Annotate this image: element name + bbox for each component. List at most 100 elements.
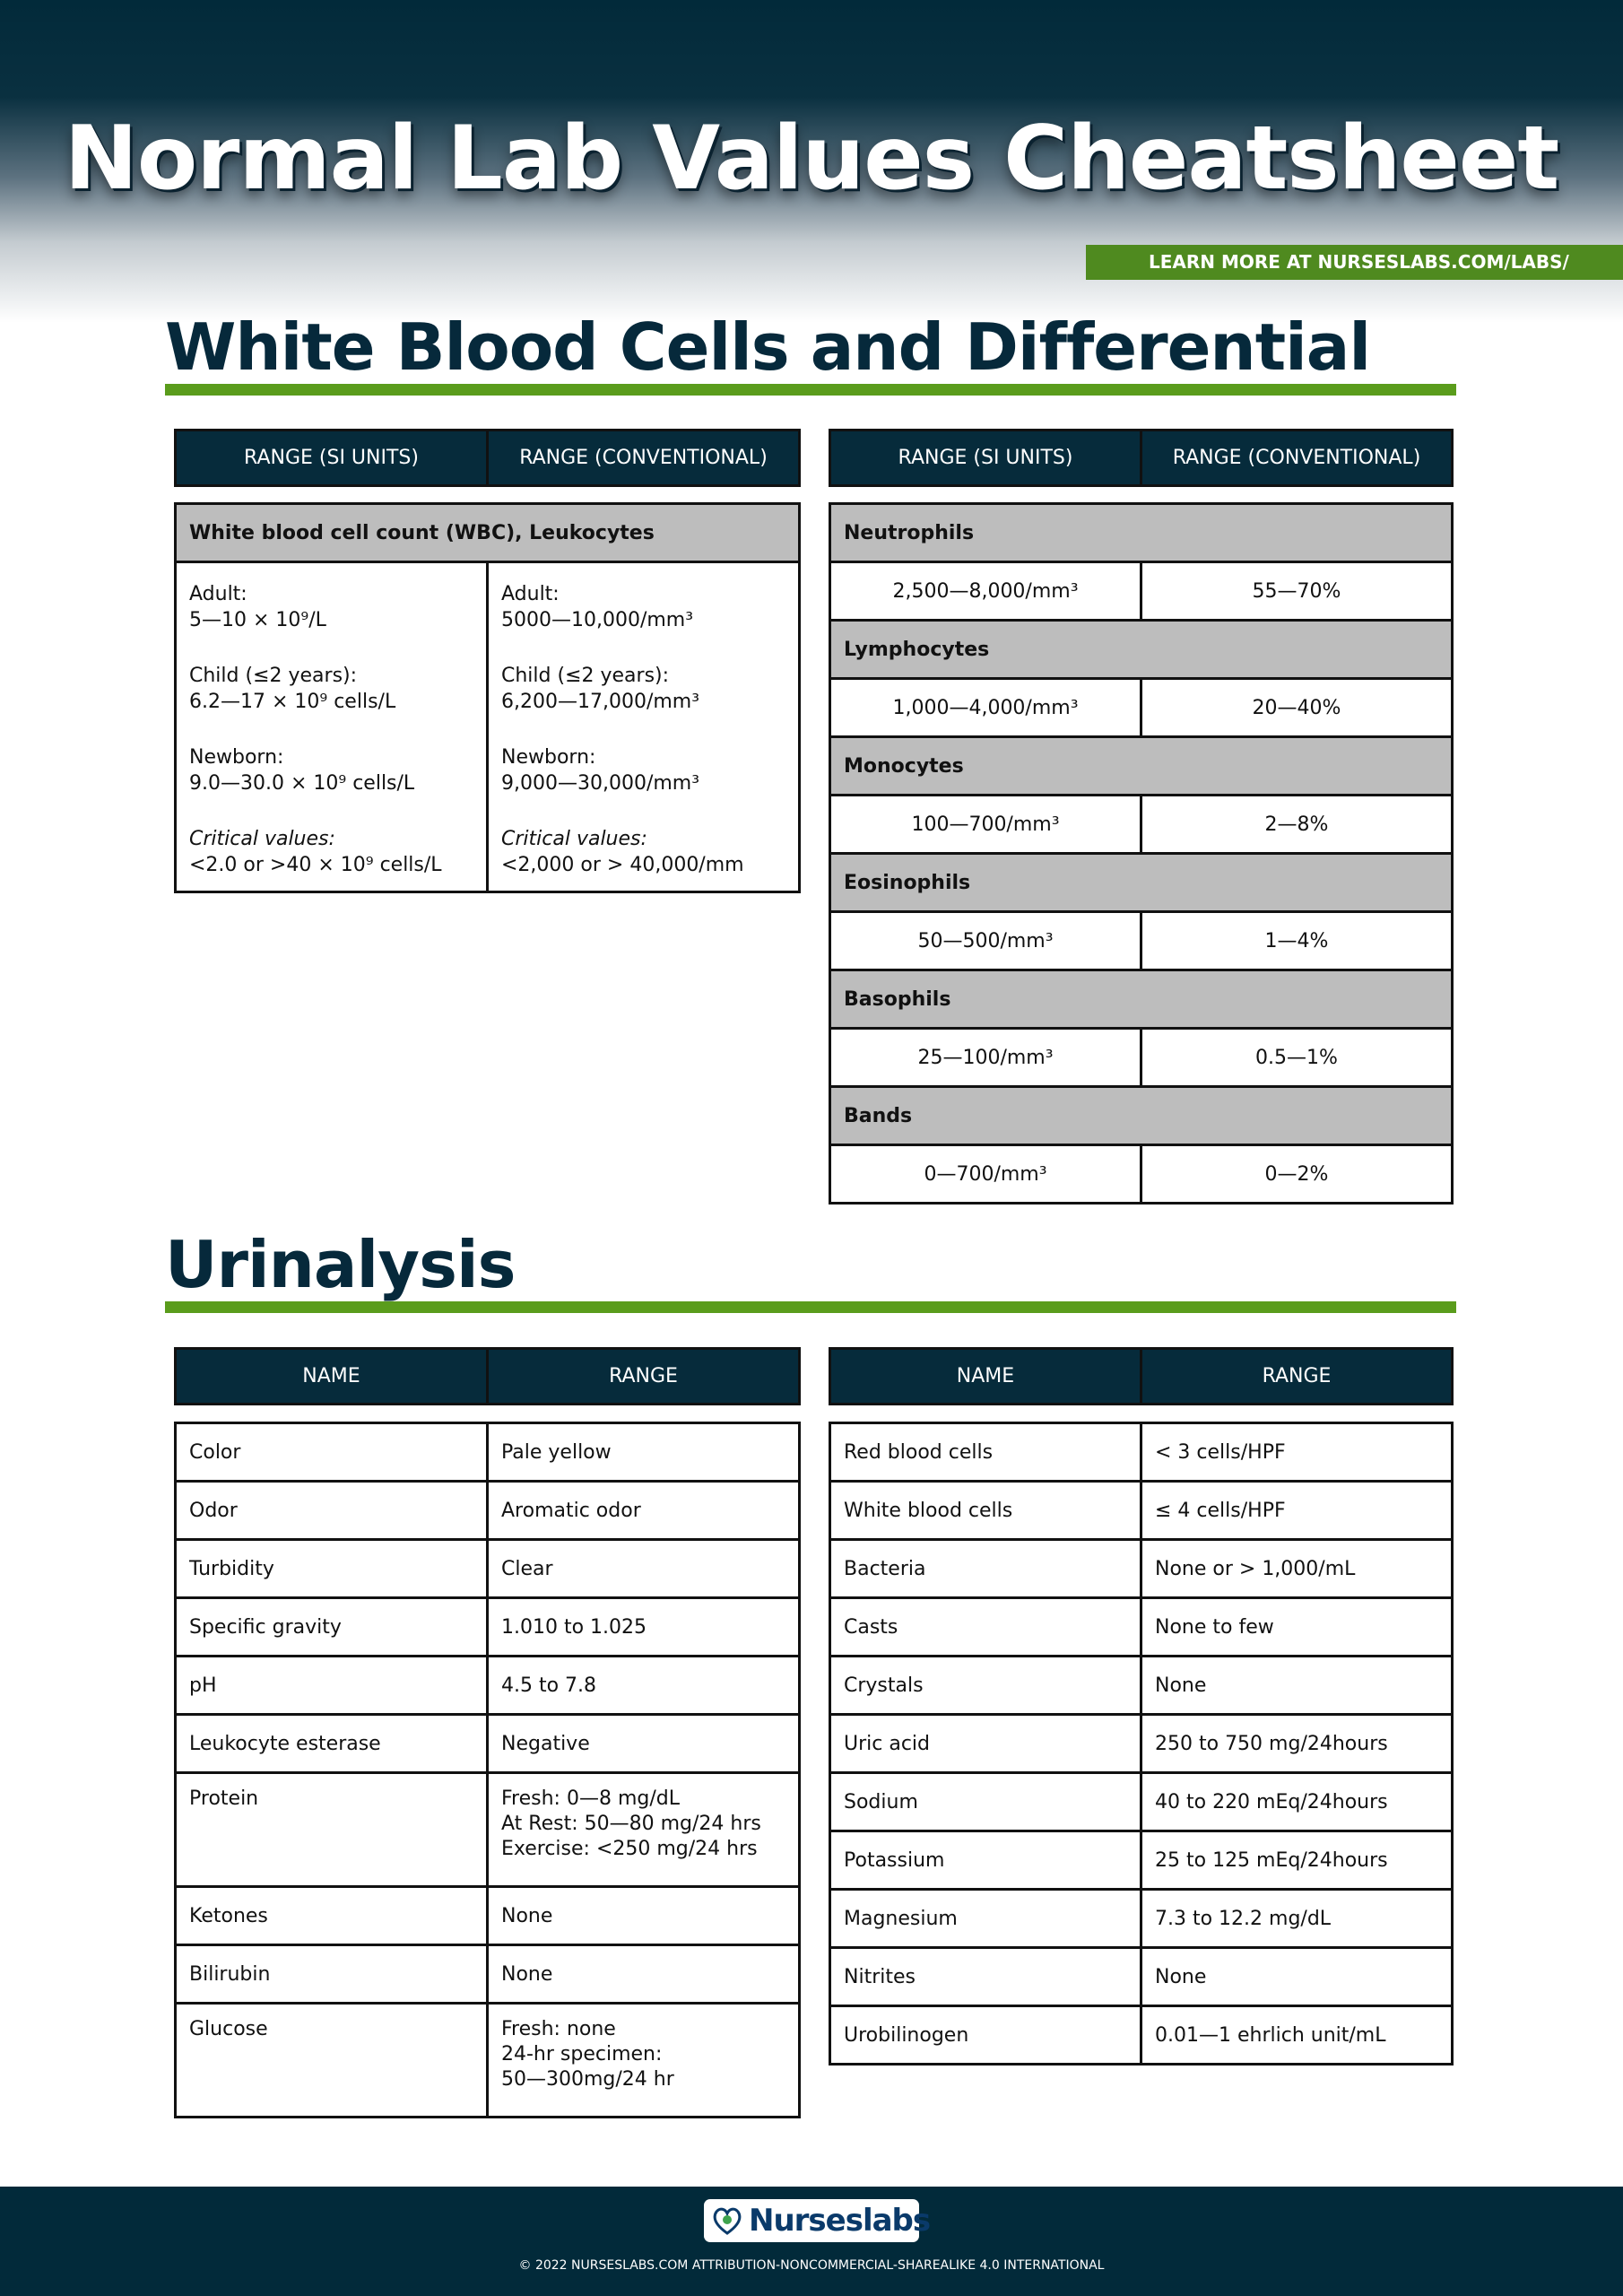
table-row: Specific gravity 1.010 to 1.025 xyxy=(177,1599,798,1657)
entry-label: Critical values: xyxy=(501,828,647,850)
range-cell: None xyxy=(486,1946,798,2002)
group-row: Neutrophils xyxy=(831,505,1451,563)
table-row: White blood cells ≤ 4 cells/HPF xyxy=(831,1483,1451,1541)
differential-table-header: RANGE (SI UNITS) RANGE (CONVENTIONAL) xyxy=(829,429,1454,487)
table-row: Potassium 25 to 125 mEq/24hours xyxy=(831,1832,1451,1891)
entry-label: Critical values: xyxy=(189,828,335,850)
table-row: pH 4.5 to 7.8 xyxy=(177,1657,798,1716)
range-cell: 40 to 220 mEq/24hours xyxy=(1140,1774,1451,1830)
heart-stethoscope-icon xyxy=(713,2207,742,2235)
entry-value: 9.0—30.0 × 10⁹ cells/L xyxy=(189,772,415,795)
wbc-entry: Adult: 5000—10,000/mm³ xyxy=(501,581,785,633)
group-row: Monocytes xyxy=(831,738,1451,796)
entry-value: 9,000—30,000/mm³ xyxy=(501,772,700,795)
table-row: 100—700/mm³ 2—8% xyxy=(831,796,1451,855)
conventional-cell: Adult: 5000—10,000/mm³ Child (≤2 years): 6,… xyxy=(486,563,798,891)
range-cell: Fresh: 0—8 mg/dL At Rest: 50—80 mg/24 hr… xyxy=(486,1774,798,1885)
name-cell: Sodium xyxy=(844,1790,918,1813)
name-cell: Glucose xyxy=(189,2018,268,2040)
conventional-cell: 1—4% xyxy=(1140,913,1451,969)
name-cell: Leukocyte esterase xyxy=(189,1732,381,1755)
name-cell: Ketones xyxy=(189,1904,268,1927)
wbc-entry: Critical values: <2,000 or > 40,000/mm xyxy=(501,826,785,878)
urinalysis-heading: Urinalysis xyxy=(165,1227,516,1302)
range-cell: Clear xyxy=(486,1541,798,1596)
table-row: Magnesium 7.3 to 12.2 mg/dL xyxy=(831,1891,1451,1949)
table-row: 1,000—4,000/mm³ 20—40% xyxy=(831,680,1451,738)
table-row: Urobilinogen 0.01—1 ehrlich unit/mL xyxy=(831,2007,1451,2066)
conventional-cell: 2—8% xyxy=(1140,796,1451,852)
table-row: Protein Fresh: 0—8 mg/dL At Rest: 50—80 m… xyxy=(177,1774,798,1888)
learn-more-link[interactable]: LEARN MORE AT NURSESLABS.COM/LABS/ xyxy=(1086,245,1623,280)
range-cell: None or > 1,000/mL xyxy=(1140,1541,1451,1596)
si-cell: 25—100/mm³ xyxy=(917,1046,1054,1069)
section-divider xyxy=(165,384,1456,396)
column-header: RANGE (CONVENTIONAL) xyxy=(486,431,798,484)
urinalysis-right-header: NAME RANGE xyxy=(829,1347,1454,1405)
urinalysis-left-table: Color Pale yellow Odor Aromatic odor Turbidi… xyxy=(174,1422,801,2118)
column-header: RANGE (SI UNITS) xyxy=(898,447,1073,469)
si-cell: 1,000—4,000/mm³ xyxy=(892,696,1079,719)
section-divider xyxy=(165,1301,1456,1313)
group-row: Lymphocytes xyxy=(831,622,1451,680)
entry-value: <2,000 or > 40,000/mm xyxy=(501,854,744,876)
range-cell: Pale yellow xyxy=(486,1424,798,1480)
table-row: 25—100/mm³ 0.5—1% xyxy=(831,1030,1451,1088)
name-cell: Odor xyxy=(189,1499,238,1522)
si-cell: 2,500—8,000/mm³ xyxy=(892,579,1079,603)
range-cell: 7.3 to 12.2 mg/dL xyxy=(1140,1891,1451,1946)
name-cell: Protein xyxy=(189,1787,259,1810)
copyright: © 2022 NURSESLABS.COM ATTRIBUTION-NONCOM… xyxy=(518,2258,1105,2273)
name-cell: Specific gravity xyxy=(189,1615,342,1639)
urinalysis-right-table: Red blood cells < 3 cells/HPF White blood … xyxy=(829,1422,1454,2066)
table-row: Nitrites None xyxy=(831,1949,1451,2007)
wbc-heading: White Blood Cells and Differential xyxy=(165,309,1371,385)
wbc-entry: Newborn: 9.0—30.0 × 10⁹ cells/L xyxy=(189,744,473,796)
table-row: Red blood cells < 3 cells/HPF xyxy=(831,1424,1451,1483)
conventional-cell: 55—70% xyxy=(1140,563,1451,619)
table-row: Odor Aromatic odor xyxy=(177,1483,798,1541)
si-cell: Adult: 5—10 × 10⁹/L Child (≤2 years): 6.2—1… xyxy=(177,563,486,891)
entry-label: Newborn: xyxy=(501,746,596,769)
column-header: NAME xyxy=(956,1365,1015,1387)
range-cell: 25 to 125 mEq/24hours xyxy=(1140,1832,1451,1888)
name-cell: White blood cells xyxy=(844,1499,1013,1522)
differential-table: Neutrophils 2,500—8,000/mm³ 55—70% Lymphocy… xyxy=(829,502,1454,1205)
name-cell: Casts xyxy=(844,1615,898,1639)
name-cell: pH xyxy=(189,1674,217,1697)
table-row: Sodium 40 to 220 mEq/24hours xyxy=(831,1774,1451,1832)
nurseslabs-logo[interactable]: Nurseslabs xyxy=(704,2199,931,2242)
entry-value: 6,200—17,000/mm³ xyxy=(501,691,700,713)
entry-value: <2.0 or >40 × 10⁹ cells/L xyxy=(189,854,442,876)
range-cell: None xyxy=(486,1888,798,1944)
range-cell: ≤ 4 cells/HPF xyxy=(1140,1483,1451,1538)
column-header: RANGE xyxy=(486,1350,798,1403)
entry-label: Child (≤2 years): xyxy=(189,665,358,687)
conventional-cell: 0.5—1% xyxy=(1140,1030,1451,1085)
name-cell: Turbidity xyxy=(189,1557,274,1580)
entry-label: Child (≤2 years): xyxy=(501,665,670,687)
name-cell: Nitrites xyxy=(844,1965,916,1988)
urinalysis-left-header: NAME RANGE xyxy=(174,1347,801,1405)
si-cell: 50—500/mm³ xyxy=(917,929,1054,952)
name-cell: Potassium xyxy=(844,1848,945,1872)
range-cell: 1.010 to 1.025 xyxy=(486,1599,798,1655)
name-cell: Magnesium xyxy=(844,1907,958,1930)
entry-label: Newborn: xyxy=(189,746,284,769)
table-row: Glucose Fresh: none 24-hr specimen: 50—30… xyxy=(177,2005,798,2118)
wbc-entry: Adult: 5—10 × 10⁹/L xyxy=(189,581,473,633)
wbc-table: White blood cell count (WBC), Leukocytes… xyxy=(174,502,801,893)
entry-label: Adult: xyxy=(501,583,560,605)
entry-value: 5000—10,000/mm³ xyxy=(501,609,694,631)
group-row: Basophils xyxy=(831,971,1451,1030)
wbc-table-header: RANGE (SI UNITS) RANGE (CONVENTIONAL) xyxy=(174,429,801,487)
name-cell: Color xyxy=(189,1440,241,1464)
table-row: Bilirubin None xyxy=(177,1946,798,2005)
name-cell: Bilirubin xyxy=(189,1962,271,1986)
name-cell: Red blood cells xyxy=(844,1440,994,1464)
page-title: Normal Lab Values Cheatsheet xyxy=(64,108,1559,210)
wbc-entry: Child (≤2 years): 6.2—17 × 10⁹ cells/L xyxy=(189,663,473,715)
range-cell: Negative xyxy=(486,1716,798,1771)
range-cell: 4.5 to 7.8 xyxy=(486,1657,798,1713)
wbc-entry: Critical values: <2.0 or >40 × 10⁹ cells/… xyxy=(189,826,473,878)
